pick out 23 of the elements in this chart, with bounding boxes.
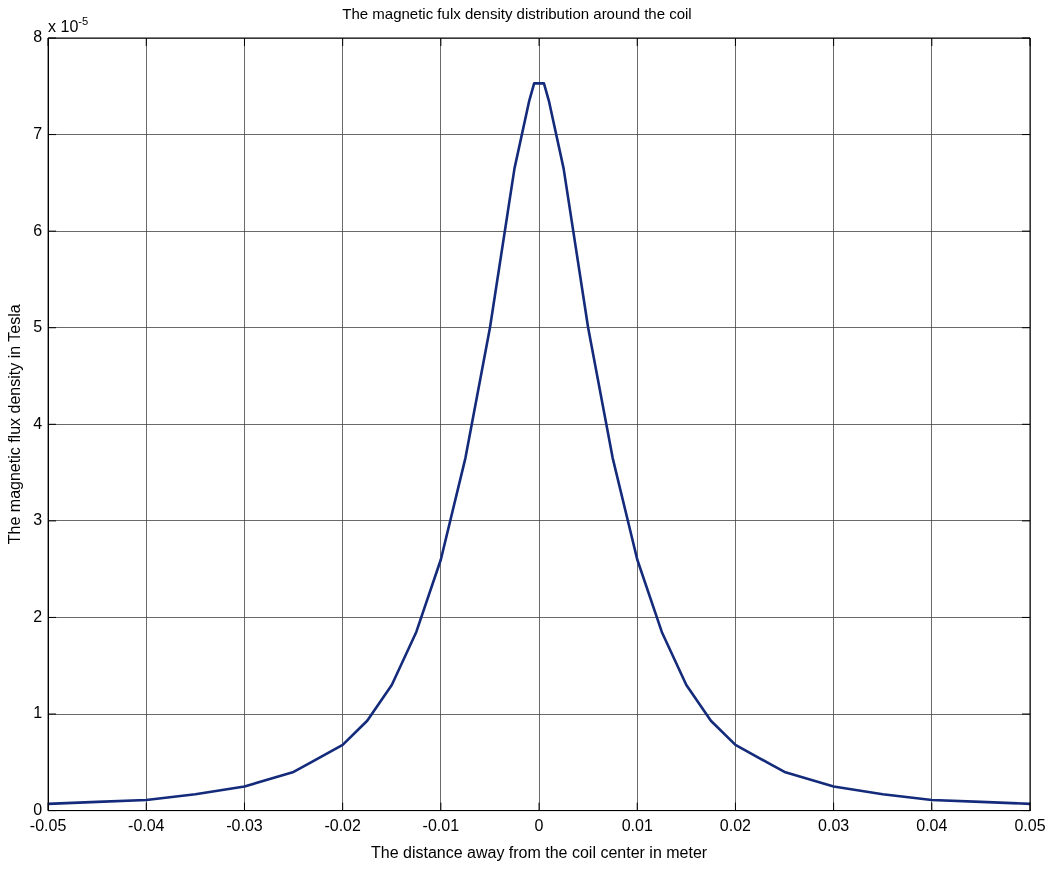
chart-title: The magnetic fulx density distribution around the coil: [342, 5, 692, 23]
y-tick-label: 3: [33, 511, 43, 529]
x-tick-label: 0: [534, 816, 544, 834]
y-tick-label: 0: [33, 801, 43, 819]
y-tick-label: 8: [33, 28, 43, 46]
y-tick-label: 1: [33, 704, 43, 722]
x-tick-label: 0.04: [916, 816, 948, 834]
x-tick-label: 0.05: [1014, 816, 1046, 834]
x-tick-label: 0.02: [719, 816, 752, 834]
x-tick-label: -0.05: [29, 816, 67, 834]
y-tick-label: 2: [33, 607, 43, 625]
x-axis-title: The distance away from the coil center in meter: [370, 843, 708, 861]
y-tick-label: 7: [33, 124, 43, 142]
x-tick-label: -0.04: [128, 816, 165, 834]
x-tick-label: -0.03: [226, 816, 263, 834]
y-axis-title: The magnetic flux density in Tesla: [6, 304, 24, 545]
y-tick-label: 4: [33, 414, 43, 432]
x-tick-label: -0.01: [422, 816, 460, 834]
x-tick-label: -0.02: [324, 816, 361, 834]
y-tick-label: 5: [33, 318, 43, 336]
x-tick-label: 0.03: [818, 816, 850, 834]
y-tick-label: 6: [33, 221, 43, 239]
x-tick-label: 0.01: [621, 816, 653, 834]
